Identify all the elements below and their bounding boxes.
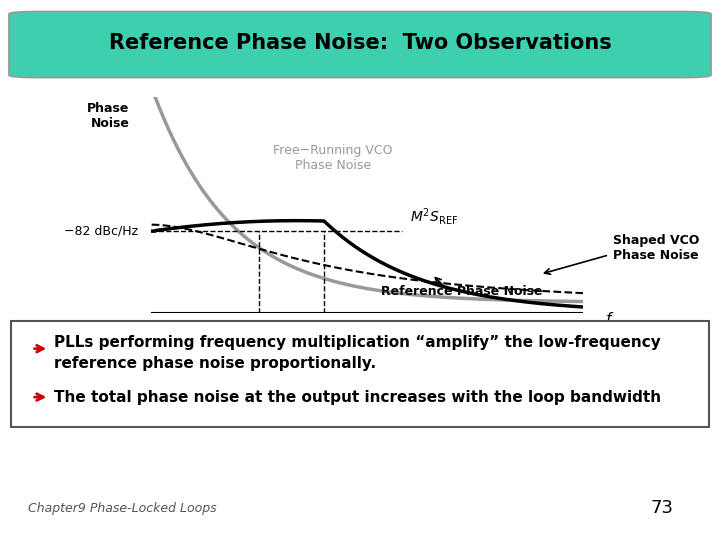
Text: Reference Phase Noise:  Two Observations: Reference Phase Noise: Two Observations: [109, 33, 611, 53]
Text: $\frac{\omega_n}{2\pi}$: $\frac{\omega_n}{2\pi}$: [252, 330, 266, 354]
Text: Loop
Bandwidth: Loop Bandwidth: [295, 330, 361, 359]
FancyBboxPatch shape: [11, 321, 709, 427]
FancyBboxPatch shape: [9, 11, 711, 78]
Text: Free−Running VCO
Phase Noise: Free−Running VCO Phase Noise: [273, 144, 392, 172]
Text: The total phase noise at the output increases with the loop bandwidth: The total phase noise at the output incr…: [54, 390, 661, 404]
Text: PLLs performing frequency multiplication “amplify” the low-frequency: PLLs performing frequency multiplication…: [54, 335, 661, 350]
Text: f: f: [606, 312, 612, 327]
Text: reference phase noise proportionally.: reference phase noise proportionally.: [54, 356, 377, 371]
Text: Shaped VCO
Phase Noise: Shaped VCO Phase Noise: [613, 234, 700, 262]
Text: $M^2S_{\rm REF}$: $M^2S_{\rm REF}$: [410, 206, 459, 227]
Text: 73: 73: [651, 500, 674, 517]
Text: Reference Phase Noise: Reference Phase Noise: [382, 285, 543, 298]
Text: −82 dBc/Hz: −82 dBc/Hz: [64, 225, 138, 238]
Text: Chapter9 Phase-Locked Loops: Chapter9 Phase-Locked Loops: [28, 502, 217, 515]
Text: Phase
Noise: Phase Noise: [87, 102, 130, 130]
